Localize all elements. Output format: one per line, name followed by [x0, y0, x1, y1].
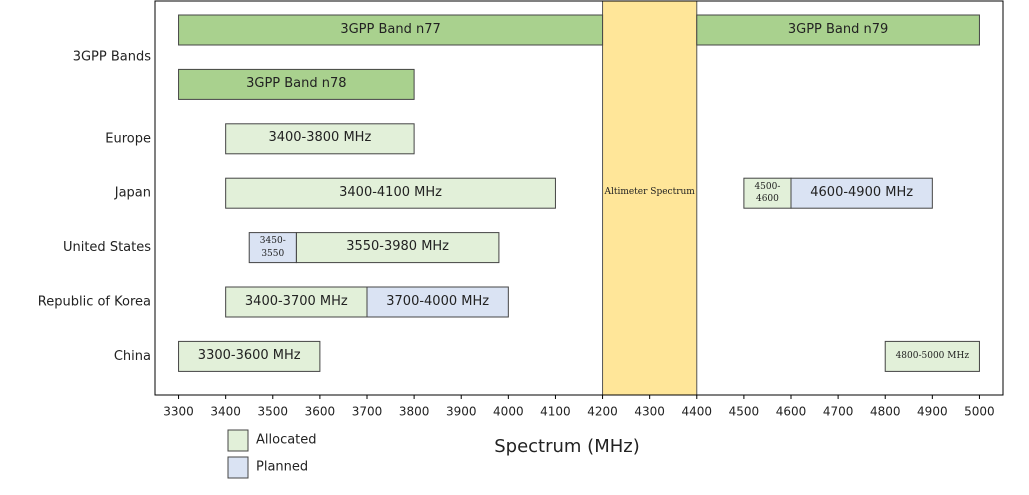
range-bar-label-wrap: 4500-4600: [754, 181, 781, 205]
range-bar-label-wrap: 3400-3700 MHz: [244, 293, 348, 309]
range-bar-label: 3300-3600 MHz: [197, 347, 301, 363]
range-bar: [366, 286, 509, 318]
range-bar-label: 4600-4900 MHz: [810, 184, 914, 200]
y-tick-label: Republic of Korea: [38, 295, 151, 310]
range-bar: [884, 340, 980, 372]
x-tick-label: 4500: [729, 405, 760, 419]
range-bar-label: 3550-3980 MHz: [346, 239, 450, 255]
band-bar-label: 3GPP Band n78: [246, 75, 347, 91]
plot-frame: [154, 0, 1004, 396]
range-bar: [225, 177, 556, 209]
band-bar-label-wrap: 3GPP Band n78: [246, 75, 347, 91]
range-bar: [295, 232, 500, 264]
x-tick-label: 3600: [305, 405, 336, 419]
y-tick-label: Japan: [114, 186, 151, 201]
x-tick-label: 4200: [587, 405, 618, 419]
range-bar-label-wrap: 3400-3800 MHz: [268, 130, 372, 146]
band-bar: [178, 14, 604, 46]
range-bar-label: 3400-3800 MHz: [268, 130, 372, 146]
band-bar-label: 3GPP Band n77: [340, 21, 441, 37]
legend-swatch: [227, 456, 249, 479]
band-bar: [696, 14, 980, 46]
range-bar-label: 3400-4100 MHz: [339, 184, 442, 200]
range-bar-label-wrap: 4600-4900 MHz: [810, 184, 914, 200]
y-tick-label: United States: [63, 240, 151, 255]
range-bar-label: 4500-4600: [754, 181, 781, 205]
x-axis-label: Spectrum (MHz): [494, 436, 640, 457]
x-tick-label: 4600: [776, 405, 807, 419]
y-tick-label: Europe: [105, 131, 151, 146]
range-bar-label-wrap: 3300-3600 MHz: [197, 347, 301, 363]
band-bar: [178, 68, 415, 100]
x-tick-label: 3700: [352, 405, 383, 419]
x-tick-label: 4700: [823, 405, 854, 419]
altimeter-band: [602, 0, 698, 396]
band-bar-label-wrap: 3GPP Band n77: [340, 21, 441, 37]
legend-label: Allocated: [256, 433, 317, 448]
x-tick-label: 4400: [682, 405, 713, 419]
range-bar: [178, 340, 321, 372]
band-bar-label-wrap: 3GPP Band n79: [787, 21, 889, 37]
range-bar-label-wrap: 3450-3550: [259, 236, 286, 259]
legend-swatch: [227, 429, 249, 452]
x-tick-label: 4800: [870, 405, 901, 419]
range-bar: [225, 123, 415, 155]
x-tick-label: 3500: [258, 405, 289, 419]
altimeter-label-wrap: Altimeter Spectrum: [604, 186, 695, 197]
x-tick-label: 4900: [917, 405, 948, 419]
range-bar-label: 3700-4000 MHz: [386, 293, 490, 309]
x-tick-label: 3400: [210, 405, 241, 419]
legend-label: Planned: [256, 460, 308, 475]
range-bar-label: 4800-5000 MHz: [895, 351, 970, 362]
x-tick-label: 3300: [163, 405, 194, 419]
y-tick-label: 3GPP Bands: [73, 50, 152, 65]
x-tick-label: 5000: [964, 405, 995, 419]
range-bar: [790, 177, 933, 209]
range-bar-label-wrap: 3550-3980 MHz: [346, 239, 450, 255]
range-bar-label: 3400-3700 MHz: [244, 293, 348, 309]
range-bar: [248, 232, 297, 264]
altimeter-label: Altimeter Spectrum: [604, 186, 695, 197]
x-tick-label: 4000: [493, 405, 524, 419]
range-bar: [743, 177, 792, 209]
x-tick-label: 3800: [399, 405, 430, 419]
x-tick-label: 4300: [634, 405, 665, 419]
band-bar-label: 3GPP Band n79: [787, 21, 889, 37]
range-bar-label-wrap: 4800-5000 MHz: [895, 351, 970, 362]
x-tick-label: 3900: [446, 405, 477, 419]
range-bar-label-wrap: 3700-4000 MHz: [386, 293, 490, 309]
range-bar-label-wrap: 3400-4100 MHz: [339, 184, 442, 200]
y-tick-label: China: [114, 349, 151, 364]
range-bar-label: 3450-3550: [259, 236, 286, 259]
x-tick-label: 4100: [540, 405, 571, 419]
